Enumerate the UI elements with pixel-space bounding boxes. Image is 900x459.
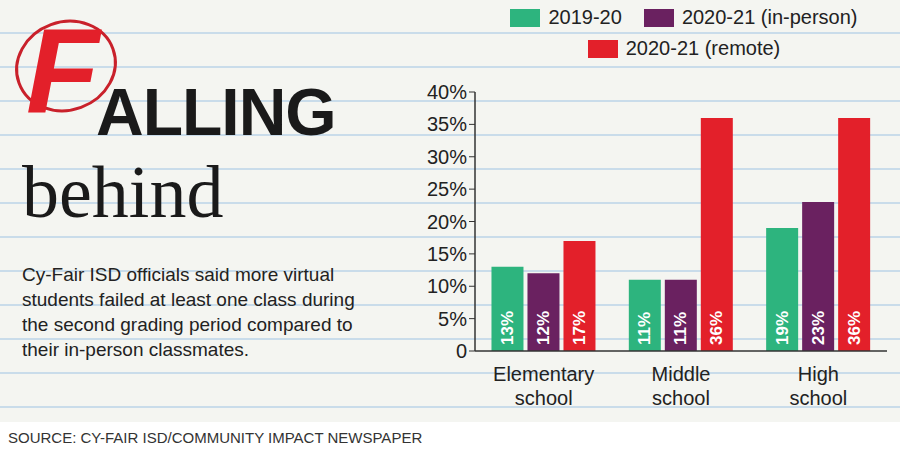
html-text:SOURCE: CY-FAIR ISD/COMMUNITY: SOURCE: CY-FAIR ISD/COMMUNITY IMPACT NEW… bbox=[8, 429, 423, 446]
svg-text:0: 0 bbox=[456, 340, 467, 362]
svg-text:25%: 25% bbox=[427, 178, 467, 200]
html-text:behind: behind bbox=[22, 151, 224, 233]
svg-text:11%: 11% bbox=[671, 312, 690, 345]
svg-text:19%: 19% bbox=[773, 311, 792, 345]
html-text:Cy-Fair ISD officials said mor: Cy-Fair ISD officials said more virtual … bbox=[22, 264, 355, 360]
html-text:2019-20: 2019-20 bbox=[548, 6, 622, 28]
svg-text:13%: 13% bbox=[498, 311, 517, 345]
html-text:2020-21 (in-person): 2020-21 (in-person) bbox=[681, 6, 858, 28]
html-text:ALLING: ALLING bbox=[96, 75, 336, 149]
svg-text:23%: 23% bbox=[809, 311, 828, 345]
svg-text:school: school bbox=[652, 387, 710, 409]
svg-text:36%: 36% bbox=[845, 311, 864, 345]
svg-text:20%: 20% bbox=[427, 211, 467, 233]
svg-text:35%: 35% bbox=[427, 113, 467, 135]
svg-text:High: High bbox=[798, 363, 839, 385]
svg-text:30%: 30% bbox=[427, 146, 467, 168]
svg-text:17%: 17% bbox=[570, 311, 589, 345]
html-text:2020-21 (remote): 2020-21 (remote) bbox=[625, 37, 781, 59]
svg-text:Elementary: Elementary bbox=[493, 363, 594, 385]
svg-text:Middle: Middle bbox=[652, 363, 711, 385]
svg-text:5%: 5% bbox=[438, 308, 467, 330]
svg-text:school: school bbox=[789, 387, 847, 409]
html-text:F: F bbox=[26, 3, 100, 137]
svg-text:36%: 36% bbox=[707, 311, 726, 345]
svg-text:40%: 40% bbox=[427, 81, 467, 103]
svg-text:15%: 15% bbox=[427, 243, 467, 265]
svg-text:10%: 10% bbox=[427, 275, 467, 297]
svg-text:12%: 12% bbox=[534, 311, 553, 345]
svg-text:school: school bbox=[515, 387, 573, 409]
svg-text:11%: 11% bbox=[635, 312, 654, 345]
